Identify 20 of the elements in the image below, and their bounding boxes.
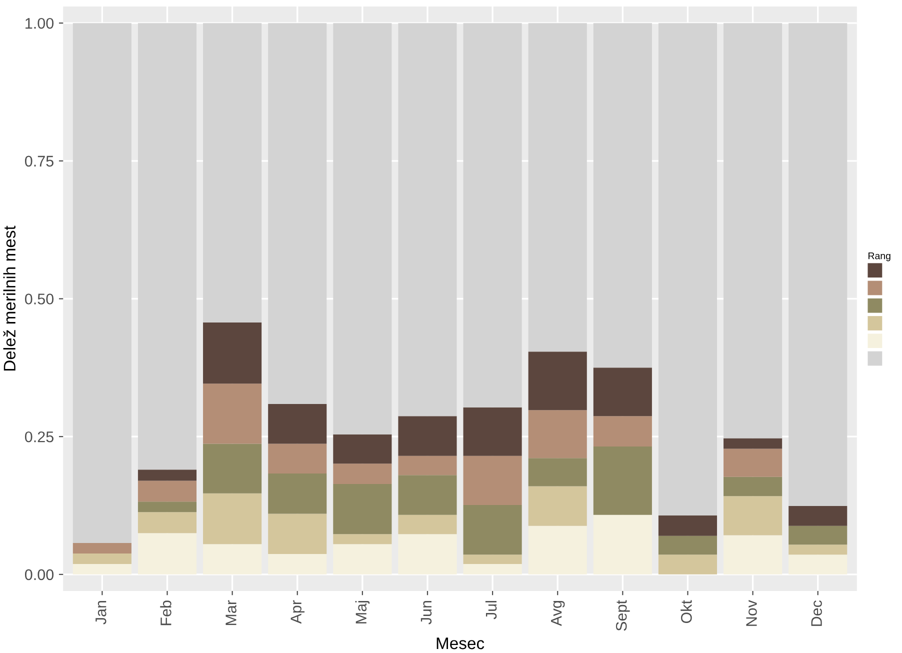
legend-title: Rang [868, 252, 890, 262]
x-tick-label: Jun [420, 600, 432, 624]
y-tick-label: 0.25 [24, 431, 54, 442]
x-axis-title: Mesec [436, 638, 484, 650]
x-tick-label: Feb [160, 600, 172, 626]
x-tick-label: Nov [746, 600, 757, 626]
y-axis-title: Delež merilnih mest [3, 226, 16, 371]
y-tick-label: 1.00 [26, 18, 54, 29]
y-tick-label: 0.50 [24, 294, 54, 304]
y-tick-label: 0.75 [24, 156, 54, 167]
y-tick-label: 0.00 [24, 569, 54, 580]
x-tick-label: Jul [485, 601, 497, 620]
x-tick-label: Maj [355, 601, 370, 624]
x-tick-label: Avg [551, 600, 565, 626]
x-tick-label: Jan [96, 600, 106, 624]
x-tick-label: Sept [616, 600, 630, 631]
x-tick-label: Apr [290, 600, 304, 624]
x-tick-label: Dec [811, 600, 822, 626]
x-tick-label: Mar [226, 600, 236, 626]
x-tick-label: Okt [680, 600, 692, 624]
